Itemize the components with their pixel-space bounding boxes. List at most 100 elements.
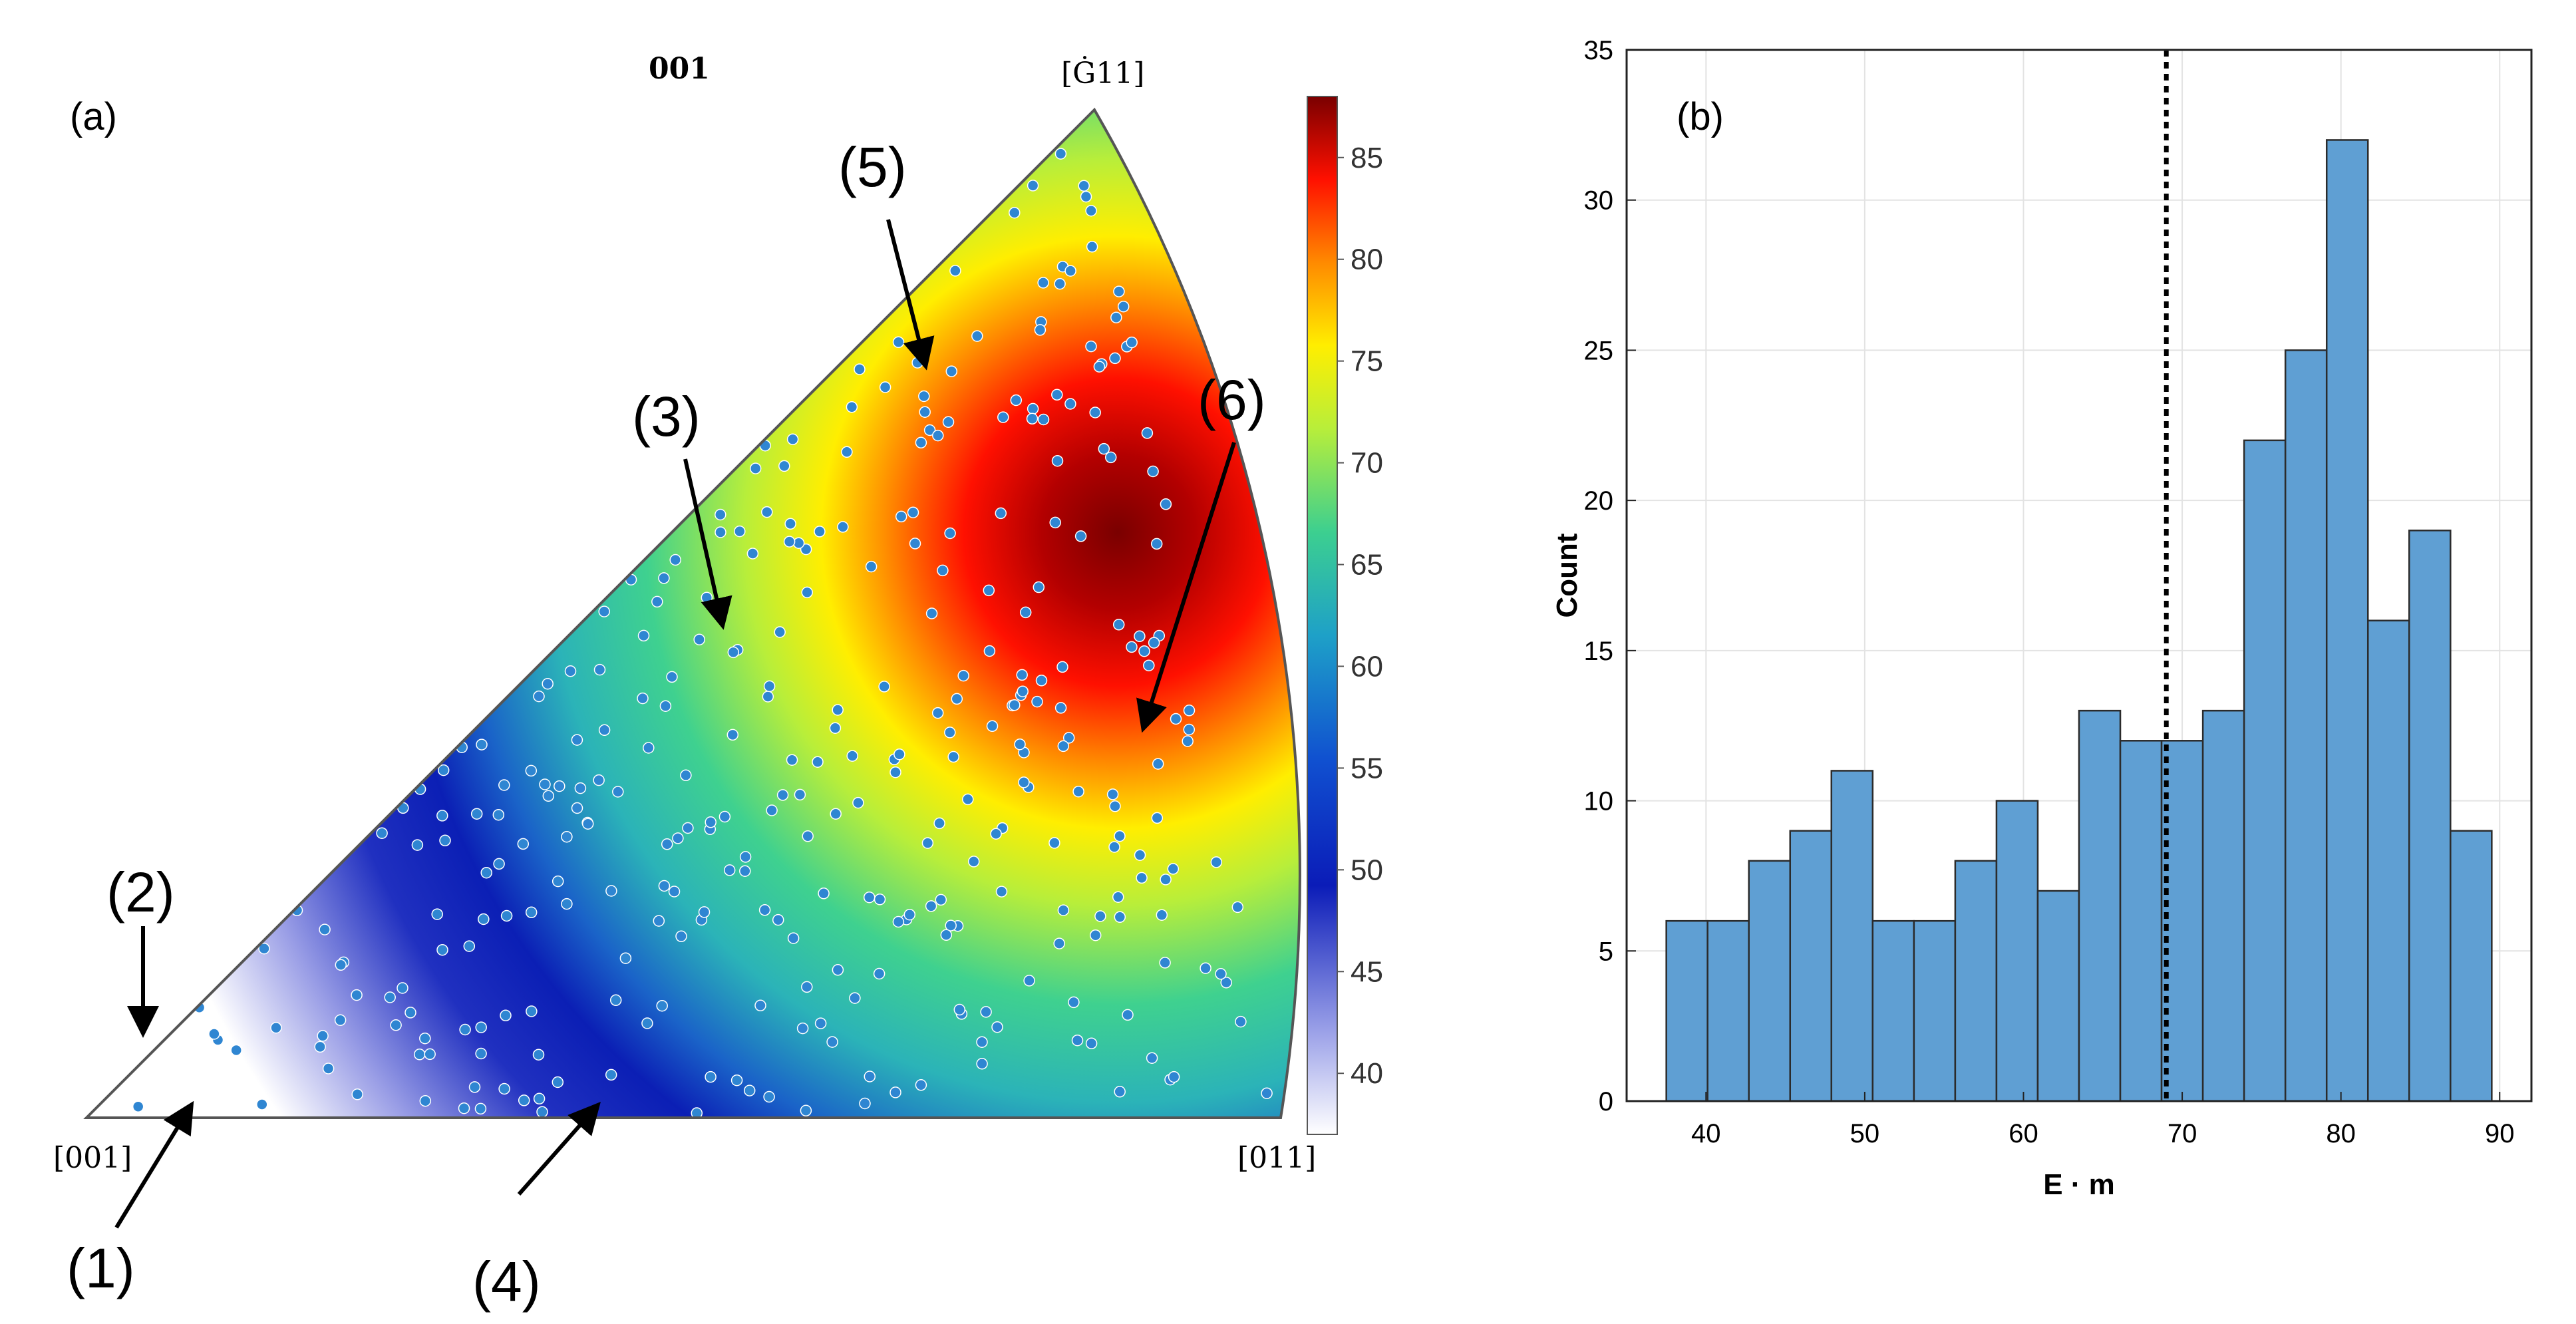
ipf-point: [849, 992, 861, 1004]
ipf-point: [637, 629, 650, 642]
ipf-point: [1134, 630, 1146, 643]
ipf-point: [796, 1022, 809, 1035]
colorbar-tick-label: 45: [1351, 955, 1383, 988]
ipf-point: [258, 942, 270, 955]
annotation-2: (2): [106, 861, 175, 923]
ipf-point: [893, 748, 905, 760]
ipf-point: [801, 981, 813, 993]
ipf-point: [500, 1009, 512, 1022]
ipf-point: [895, 510, 907, 523]
ipf-point: [991, 1021, 1003, 1033]
ipf-point: [766, 804, 778, 816]
ipf-point: [691, 1107, 703, 1118]
histogram-bars: [1665, 139, 2493, 1102]
ipf-point: [1143, 659, 1155, 671]
ipf-point: [1108, 841, 1120, 853]
ipf-point: [574, 782, 587, 794]
ipf-point: [980, 1006, 992, 1018]
ipf-point: [1261, 1087, 1273, 1099]
ipf-point: [990, 828, 1002, 840]
ipf-point: [1156, 909, 1168, 921]
histogram-y-label: Count: [1551, 533, 1583, 617]
x-tick-label: 50: [1850, 1119, 1880, 1148]
ipf-point: [1150, 538, 1163, 550]
ipf-point: [661, 838, 673, 850]
ipf-point: [542, 677, 554, 690]
histogram-bar: [2243, 439, 2287, 1102]
ipf-point: [945, 919, 957, 931]
ipf-point: [335, 959, 347, 971]
ipf-point: [413, 1049, 426, 1061]
ipf-point: [800, 1104, 812, 1117]
ipf-point: [986, 720, 999, 733]
ipf-point: [437, 764, 450, 776]
x-tick-label: 80: [2326, 1119, 2356, 1148]
colorbar-tick-label: 40: [1351, 1057, 1383, 1090]
ipf-point: [911, 357, 923, 369]
ipf-point: [384, 991, 396, 1003]
ipf-point: [1114, 830, 1126, 842]
ipf-point: [749, 462, 762, 474]
ipf-point: [1141, 427, 1154, 439]
ipf-point: [653, 915, 665, 927]
ipf-point: [1147, 465, 1159, 478]
histogram-bar: [2201, 709, 2245, 1102]
ipf-point: [967, 856, 980, 868]
ipf-point: [500, 910, 513, 922]
ipf-point: [826, 1036, 838, 1048]
ipf-point: [940, 929, 953, 941]
ipf-point: [1089, 407, 1101, 418]
y-tick-label: 25: [1584, 336, 1614, 365]
ipf-point: [1053, 937, 1065, 949]
ipf-point: [935, 894, 947, 906]
ipf-point: [641, 1017, 653, 1029]
histogram-bar: [2284, 349, 2328, 1102]
histogram-axes-box: [1625, 49, 2533, 1102]
ipf-point: [1085, 204, 1097, 217]
ipf-point: [651, 595, 663, 608]
ipf-point: [598, 724, 611, 737]
ipf-point: [832, 964, 844, 976]
ipf-color-field: [86, 110, 1300, 1118]
ipf-point: [1113, 285, 1125, 297]
ipf-point: [1106, 788, 1119, 800]
panel-b-letter: (b): [1677, 95, 1724, 138]
ipf-point: [1033, 581, 1045, 593]
histogram-bar: [2078, 709, 2122, 1102]
ipf-point: [945, 365, 958, 377]
ipf-point: [931, 707, 944, 719]
ipf-point: [1122, 1009, 1134, 1021]
y-tick-label: 30: [1584, 186, 1614, 216]
ipf-point: [921, 837, 934, 849]
ipf-point: [953, 1003, 966, 1016]
ipf-point: [701, 591, 713, 603]
ipf-point: [925, 607, 938, 619]
ipf-point: [909, 538, 921, 550]
ipf-point: [754, 999, 766, 1012]
ipf-point: [474, 1102, 487, 1115]
histogram-bar: [1665, 919, 1708, 1102]
ipf-point: [1167, 863, 1180, 875]
ipf-point: [903, 908, 916, 921]
ipf-point: [525, 764, 538, 777]
ipf-point: [397, 982, 408, 994]
ipf-point: [1109, 800, 1121, 812]
ipf-point: [832, 704, 844, 716]
ipf-data-points: [132, 148, 1273, 1118]
ipf-point: [787, 932, 800, 944]
ipf-point: [230, 1044, 242, 1057]
ipf-point: [598, 605, 610, 617]
ipf-point: [1200, 962, 1211, 974]
ipf-point: [1037, 413, 1050, 426]
ipf-point: [1010, 394, 1023, 407]
annotation-3: (3): [632, 385, 701, 448]
ipf-point: [1093, 361, 1106, 373]
ipf-point: [715, 508, 726, 521]
ipf-point: [794, 788, 806, 801]
ipf-point: [1215, 968, 1227, 980]
ipf-point: [878, 681, 890, 693]
ipf-point: [864, 1071, 876, 1082]
y-tick-label: 5: [1599, 937, 1613, 966]
ipf-point: [666, 671, 678, 683]
colorbar-ticks: 40 45 50 55 60 65 70 75 80 85: [1337, 142, 1383, 1090]
